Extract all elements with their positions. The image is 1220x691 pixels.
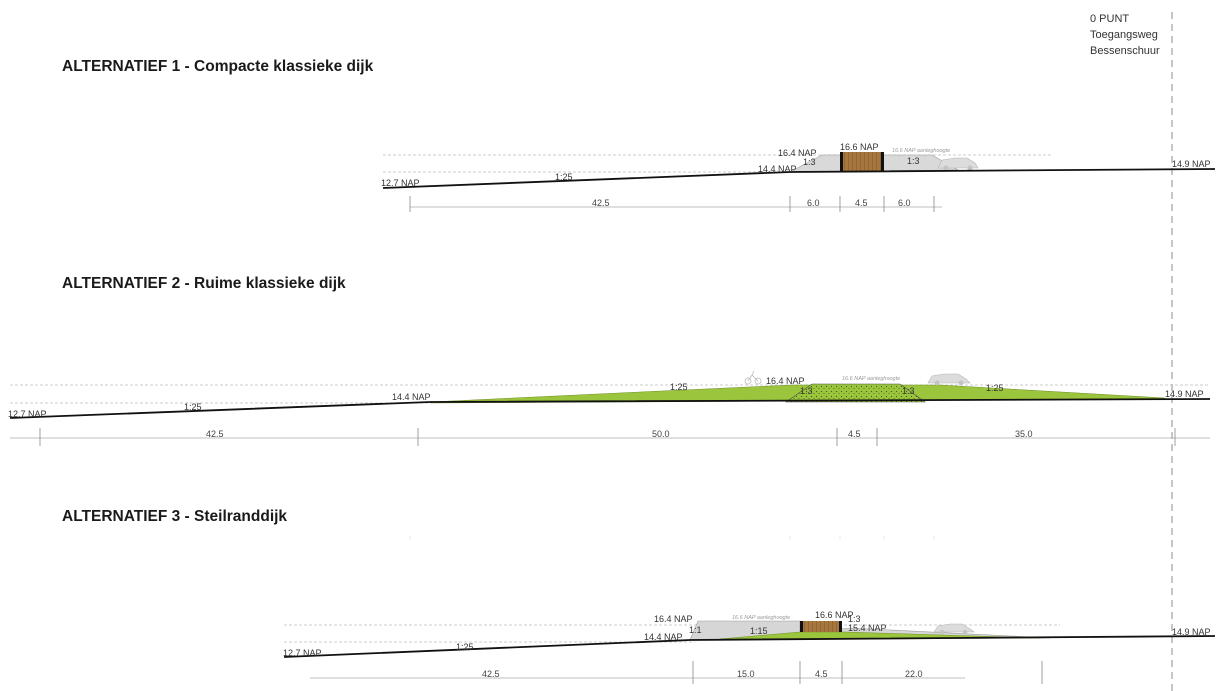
dimension-value: 35.0	[1015, 429, 1033, 439]
slope-right-label: 1:3	[848, 614, 861, 624]
toe-level-label: 14.4 NAP	[644, 632, 683, 642]
road-level-label: 16.4 NAP	[654, 614, 693, 624]
dimension-value: 6.0	[898, 198, 911, 208]
slope-berm-label: 1:15	[750, 626, 768, 636]
slope-steep-label: 1:1	[689, 625, 702, 635]
berm-level-label: 15.4 NAP	[848, 623, 887, 633]
zero-point-label: 0 PUNT Toegangsweg Bessenschuur	[1090, 11, 1160, 59]
slope-left-label: 1:3	[803, 157, 816, 167]
dimension-value: 15.0	[737, 669, 755, 679]
zero-point-line-2: Toegangsweg	[1090, 29, 1158, 41]
road-level-label: 16.4 NAP	[766, 376, 805, 386]
dimension-value: 22.0	[905, 669, 923, 679]
dimension-value: 4.5	[848, 429, 861, 439]
alternative-1-title: ALTERNATIEF 1 - Compacte klassieke dijk	[62, 58, 374, 75]
slope-right-label: 1:3	[907, 156, 920, 166]
right-level-label: 14.9 NAP	[1172, 627, 1211, 637]
car-icon	[927, 373, 971, 386]
dimension-value: 42.5	[592, 198, 610, 208]
design-height-label: 16.6 NAP aanleghoogte	[842, 376, 900, 382]
crest-level-label: 16.6 NAP	[815, 610, 854, 620]
dimension-value: 4.5	[815, 669, 828, 679]
design-height-label: 16.6 NAP aanleghoogte	[892, 148, 950, 154]
design-height-label: 16.6 NAP aanleghoogte	[732, 615, 790, 621]
zero-point-line-3: Bessenschuur	[1090, 45, 1160, 57]
dike-core	[785, 383, 926, 403]
dimension-value: 4.5	[855, 198, 868, 208]
sheet-pile-left	[800, 621, 803, 632]
left-level-label: 12.7 NAP	[283, 648, 322, 658]
sheet-pile-right	[839, 621, 842, 632]
dimension-value: 6.0	[807, 198, 820, 208]
toe-level-label: 14.4 NAP	[392, 392, 431, 402]
faint-marks	[409, 536, 935, 540]
timber-core	[800, 621, 842, 632]
dimension-value: 42.5	[482, 669, 500, 679]
sheet-pile-right	[881, 152, 884, 171]
slope-mid-left-label: 1:25	[670, 382, 688, 392]
slope-core-right-label: 1:3	[902, 386, 915, 396]
right-level-label: 14.9 NAP	[1172, 159, 1211, 169]
ground-line	[283, 635, 1216, 658]
section-3: 12.7 NAP 14.9 NAP 14.4 NAP 16.4 NAP 16.6…	[283, 610, 1216, 684]
left-level-label: 12.7 NAP	[381, 178, 420, 188]
car-icon	[933, 623, 975, 635]
left-level-label: 12.7 NAP	[8, 409, 47, 419]
slope-core-left-label: 1:3	[800, 386, 813, 396]
ground-line	[9, 398, 1211, 419]
section-2: 12.7 NAP 14.9 NAP 14.4 NAP 16.4 NAP 16.6…	[8, 370, 1211, 446]
slope-label: 1:25	[184, 402, 202, 412]
dimension-value: 50.0	[652, 429, 670, 439]
zero-point-line-1: 0 PUNT	[1090, 13, 1130, 25]
sheet-pile-left	[840, 152, 843, 171]
right-level-label: 14.9 NAP	[1165, 389, 1204, 399]
crest-level-label: 16.6 NAP	[840, 142, 879, 152]
slope-label: 1:25	[456, 642, 474, 652]
road-level-label: 16.4 NAP	[778, 148, 817, 158]
slope-label: 1:25	[555, 172, 573, 182]
alternative-2-title: ALTERNATIEF 2 - Ruime klassieke dijk	[62, 275, 346, 292]
car-icon	[937, 157, 979, 171]
bicycle-icon	[744, 370, 762, 385]
dimension-value: 42.5	[206, 429, 224, 439]
slope-mid-right-label: 1:25	[986, 383, 1004, 393]
ground-line	[382, 168, 1216, 189]
section-1: 12.7 NAP 14.9 NAP 14.4 NAP 16.4 NAP 16.6…	[381, 142, 1216, 212]
alternative-3-title: ALTERNATIEF 3 - Steilranddijk	[62, 508, 288, 525]
toe-level-label: 14.4 NAP	[758, 164, 797, 174]
timber-core	[840, 152, 884, 171]
